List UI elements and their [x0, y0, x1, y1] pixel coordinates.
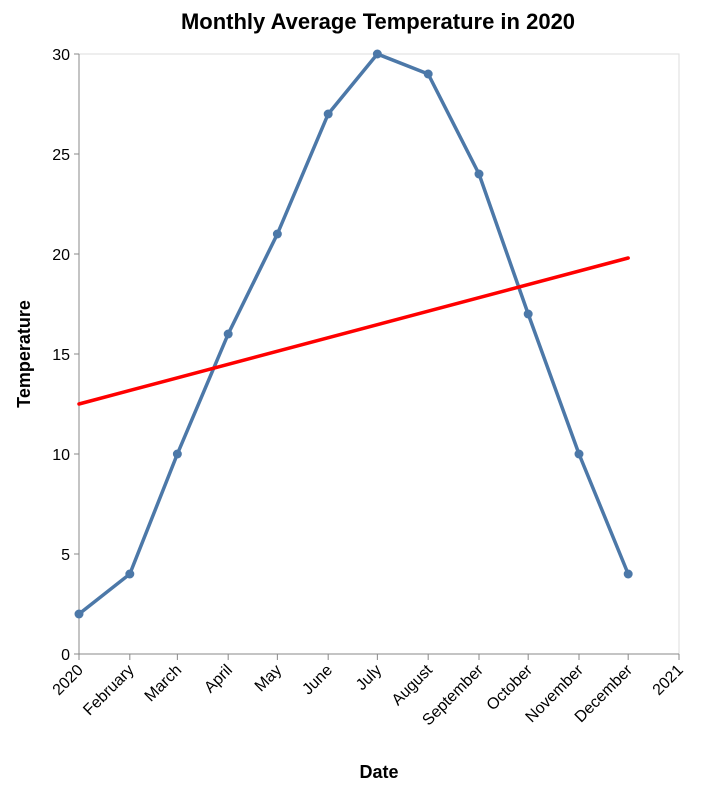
x-axis-title: Date: [359, 762, 398, 782]
data-point: [372, 49, 382, 59]
data-point: [423, 69, 433, 79]
x-tick-label: 2020: [50, 662, 87, 699]
x-tick-label: August: [389, 661, 437, 709]
data-point: [223, 329, 233, 339]
y-tick-label: 10: [52, 447, 70, 464]
y-tick-label: 25: [52, 147, 70, 164]
y-tick-label: 30: [52, 47, 70, 64]
data-point: [523, 309, 533, 319]
x-tick-label: March: [142, 662, 185, 705]
y-axis-title: Temperature: [14, 300, 34, 408]
data-point: [74, 609, 84, 619]
data-point: [574, 449, 584, 459]
x-tick-label: February: [80, 662, 137, 719]
x-tick-label: October: [484, 661, 537, 714]
plot-area-border: [78, 53, 680, 655]
data-point: [172, 449, 182, 459]
data-point: [125, 569, 135, 579]
y-tick-label: 15: [52, 347, 70, 364]
trend-line: [77, 256, 630, 406]
data-point: [323, 109, 333, 119]
x-tick-label: 2021: [650, 662, 687, 699]
x-tick-label: July: [353, 662, 385, 694]
data-point: [272, 229, 282, 239]
x-tick-label: April: [201, 662, 236, 697]
y-tick-label: 5: [61, 547, 70, 564]
chart-title: Monthly Average Temperature in 2020: [181, 9, 575, 34]
y-axis: 0 5 10 15 20 25 30: [52, 47, 80, 664]
y-tick-label: 0: [61, 647, 70, 664]
data-point: [474, 169, 484, 179]
y-tick-label: 20: [52, 247, 70, 264]
x-tick-label: June: [299, 662, 336, 699]
temperature-line: [77, 52, 630, 616]
x-tick-label: May: [252, 662, 285, 695]
data-point: [623, 569, 633, 579]
series-layer: [74, 49, 633, 619]
